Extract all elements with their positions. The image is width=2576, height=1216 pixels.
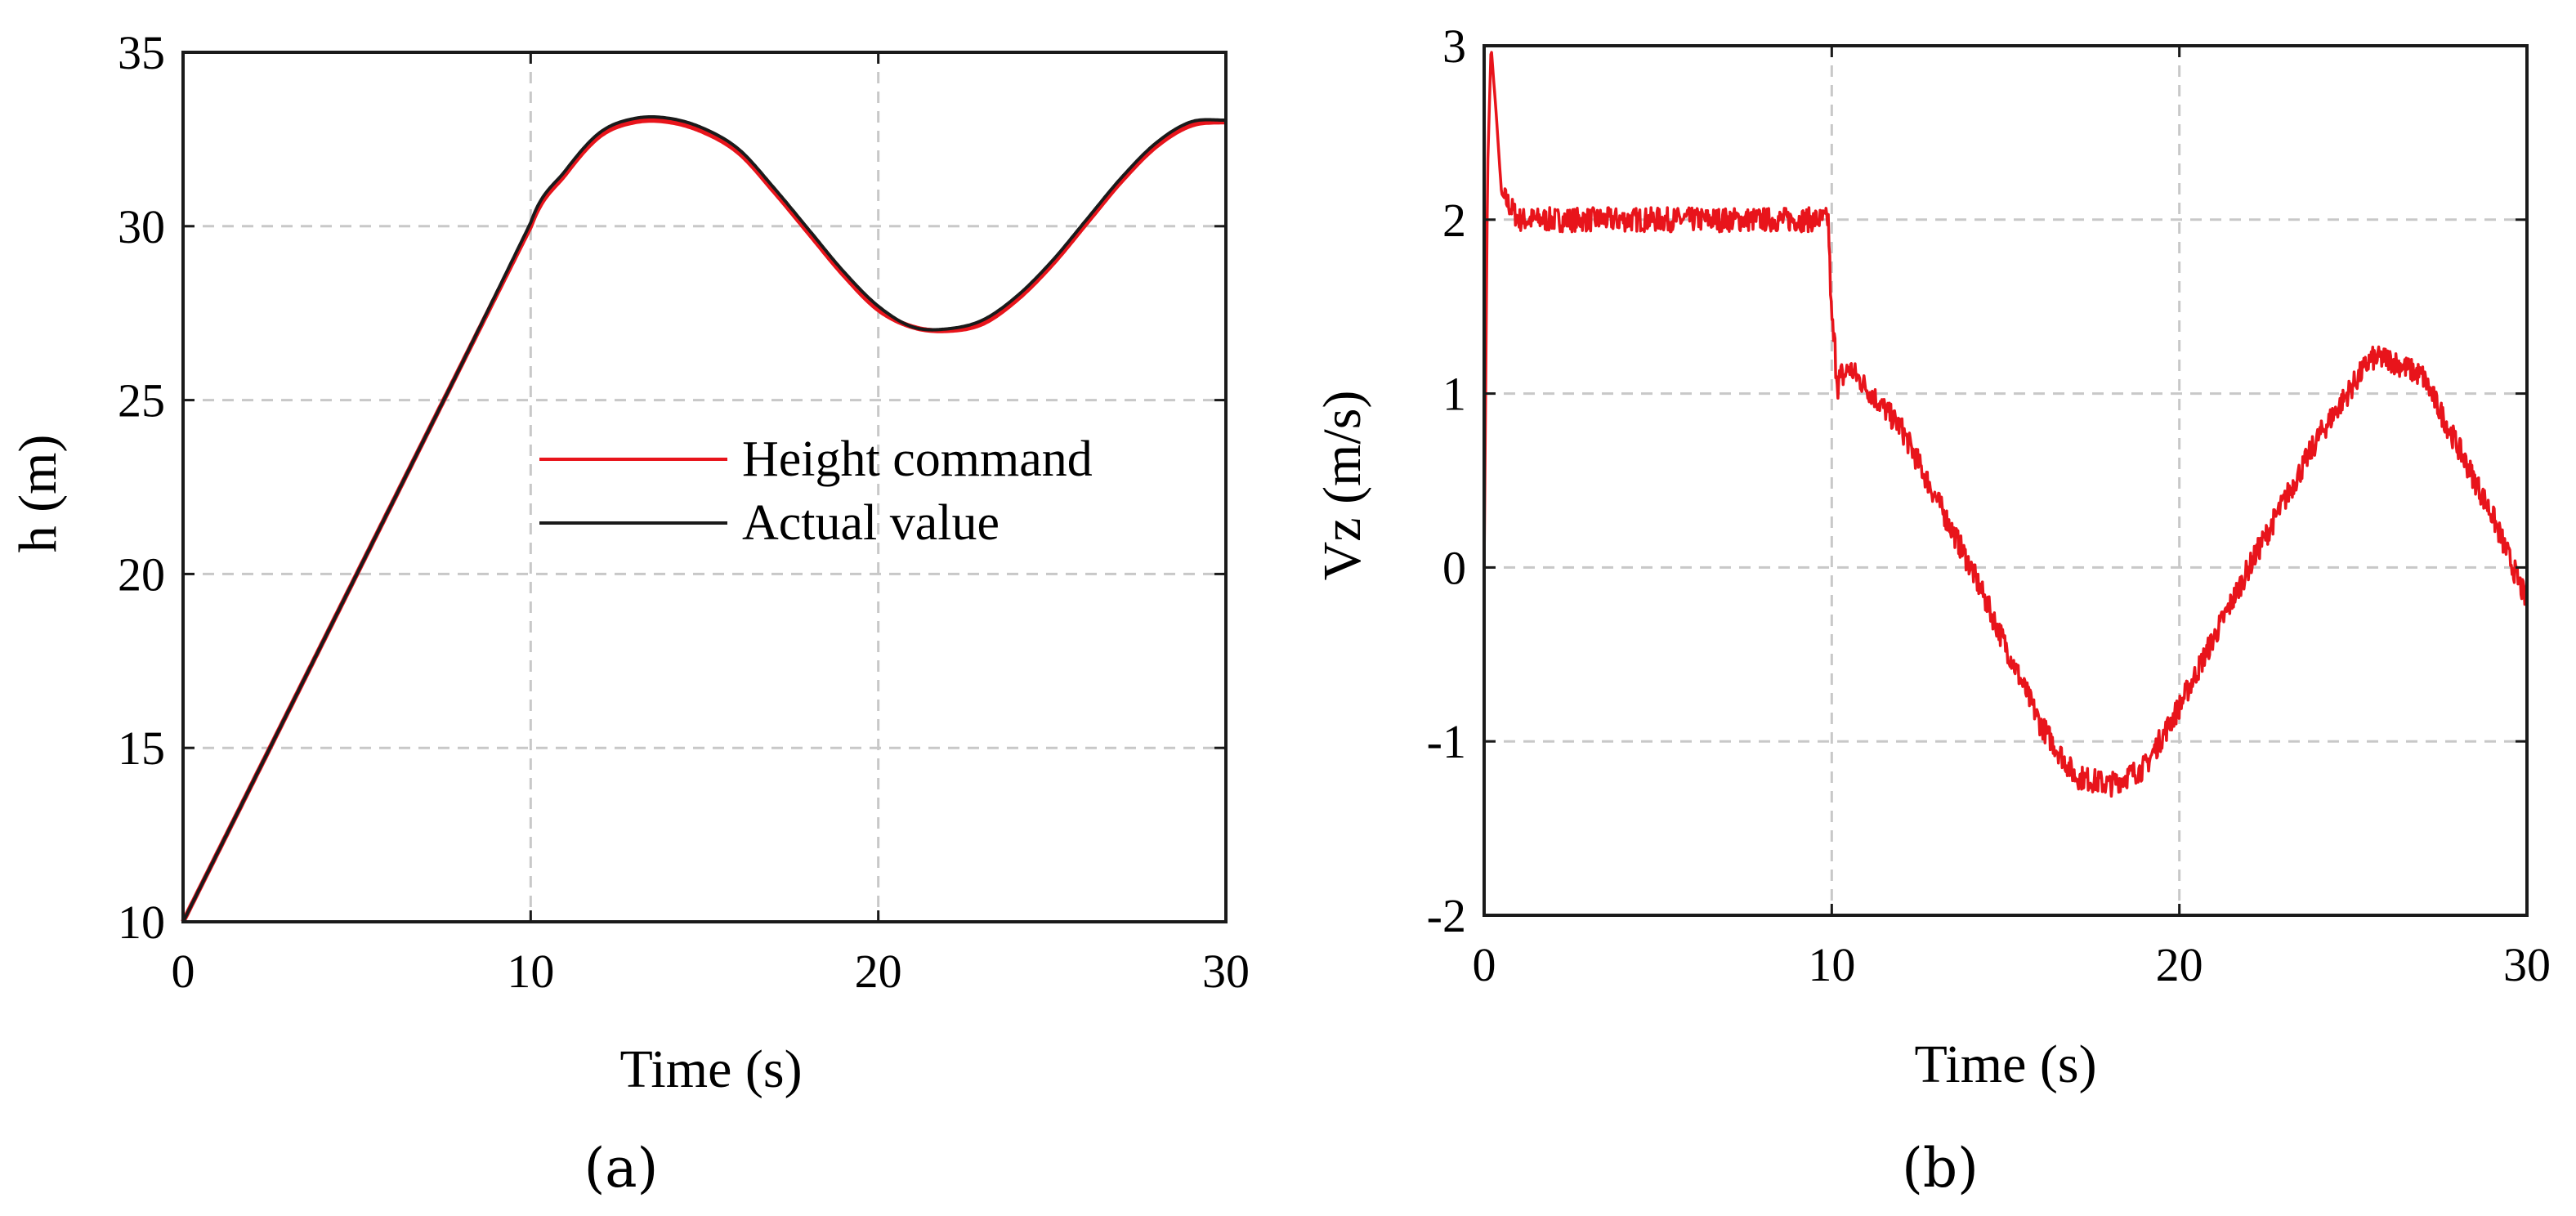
y-tick-label: 20 — [118, 548, 165, 601]
panel-b-ylabel: Vz (m/s) — [1313, 391, 1372, 581]
y-tick-label: 35 — [118, 26, 165, 79]
y-tick-label: -1 — [1427, 715, 1466, 768]
x-tick-label: 10 — [507, 945, 554, 998]
x-tick-label: 20 — [2156, 938, 2203, 991]
x-tick-label: 30 — [2503, 938, 2551, 991]
x-tick-label: 10 — [1808, 938, 1855, 991]
panel-b-frame — [1483, 44, 2529, 917]
y-tick-label: 15 — [118, 722, 165, 775]
x-tick-label: 20 — [855, 945, 902, 998]
y-tick-label: 3 — [1442, 20, 1466, 73]
panel-b-xlabel: Time (s) — [1914, 1035, 2096, 1094]
legend-label-height-command: Height command — [742, 431, 1093, 487]
panel-b-series — [1483, 51, 2529, 798]
panel-a-label: (a) — [584, 1137, 659, 1200]
y-tick-label: 1 — [1442, 368, 1466, 421]
panel-b-ticks: 0 10 20 30 -2 -1 0 1 2 3 — [1427, 20, 2551, 991]
legend: Height command Actual value — [539, 431, 1093, 551]
panel-a-frame — [181, 51, 1228, 923]
panel-b-label: (b) — [1902, 1137, 1979, 1200]
panel-a-xlabel: Time (s) — [619, 1039, 802, 1099]
panel-a-series — [181, 115, 1227, 923]
y-tick-label: 30 — [118, 200, 165, 253]
y-tick-label: 25 — [118, 374, 165, 427]
series-line-vz — [1483, 51, 2529, 798]
y-tick-label: 2 — [1442, 194, 1466, 247]
series-line-actual-value — [181, 115, 1226, 923]
y-tick-label: 0 — [1442, 541, 1466, 594]
x-tick-label: 0 — [172, 945, 195, 998]
x-tick-label: 0 — [1473, 938, 1496, 991]
legend-label-actual-value: Actual value — [742, 495, 1000, 551]
panel-b-gridlines — [1484, 46, 2527, 915]
panel-a-ylabel: h (m) — [8, 435, 68, 553]
y-tick-label: 10 — [118, 896, 165, 949]
y-tick-label: -2 — [1427, 889, 1466, 942]
panel-a-gridlines — [183, 52, 1226, 922]
x-tick-label: 30 — [1202, 945, 1250, 998]
panel-b-vz: 0 10 20 30 -2 -1 0 1 2 3 Time (s) Vz (m/s) (b) — [1313, 20, 2551, 1200]
